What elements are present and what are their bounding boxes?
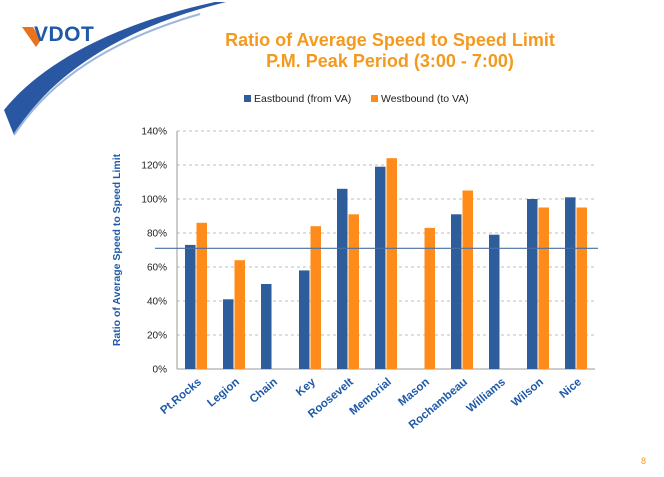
y-tick-label: 80% (147, 229, 167, 240)
bar-eastbound (375, 166, 386, 369)
bar-eastbound (299, 270, 310, 369)
bar-westbound (386, 158, 397, 369)
bar-eastbound (261, 284, 272, 369)
vdot-logo-text: VDOT (34, 23, 94, 46)
legend: Eastbound (from VA) Westbound (to VA) (244, 93, 469, 105)
bar-eastbound (565, 197, 576, 369)
bar-westbound (348, 214, 359, 369)
legend-label-westbound: Westbound (to VA) (381, 93, 469, 105)
x-tick-label: Pt.Rocks (159, 376, 204, 417)
page-number: 8 (641, 456, 646, 466)
bar-eastbound (223, 299, 234, 369)
y-tick-label: 20% (147, 331, 167, 342)
bar-westbound (196, 222, 207, 369)
decorative-swoosh-light (13, 13, 201, 136)
decorative-swoosh (4, 2, 226, 135)
x-tick-label: Legion (205, 376, 242, 409)
chart-subtitle: P.M. Peak Period (3:00 - 7:00) (266, 51, 514, 71)
bar-eastbound (489, 234, 500, 369)
vdot-logo: VDOT (22, 23, 94, 47)
chart-title: Ratio of Average Speed to Speed Limit (225, 30, 555, 50)
y-tick-label: 60% (147, 263, 167, 274)
legend-swatch-eastbound (244, 95, 251, 102)
x-tick-label: Chain (248, 376, 280, 406)
x-tick-label: Memorial (348, 376, 394, 418)
y-tick-label: 100% (141, 195, 167, 206)
x-tick-label: Williams (465, 376, 508, 415)
x-tick-label: Mason (396, 376, 432, 409)
bar-westbound (462, 190, 473, 369)
legend-swatch-westbound (371, 95, 378, 102)
y-tick-label: 120% (141, 161, 167, 172)
x-tick-label: Nice (558, 376, 584, 401)
bar-westbound (424, 227, 435, 369)
grid-lines (176, 130, 595, 370)
bars (185, 158, 587, 369)
bar-eastbound (185, 244, 196, 369)
y-tick-label: 140% (141, 127, 167, 138)
bar-westbound (576, 207, 587, 369)
y-tick-labels: 0% 20% 40% 60% 80% 100% 120% 140% (141, 127, 167, 376)
y-axis-label: Ratio of Average Speed to Speed Limit (111, 153, 123, 346)
vdot-logo-mark (22, 27, 41, 47)
bar-eastbound (527, 199, 538, 369)
legend-label-eastbound: Eastbound (from VA) (254, 93, 351, 105)
y-tick-label: 40% (147, 297, 167, 308)
x-tick-label: Wilson (509, 376, 546, 409)
x-tick-label: Key (294, 376, 318, 399)
bar-eastbound (451, 214, 462, 369)
bar-westbound (310, 226, 321, 369)
bar-westbound (234, 260, 245, 369)
y-tick-label: 0% (153, 365, 168, 376)
bar-eastbound (337, 188, 348, 369)
bar-westbound (538, 207, 549, 369)
